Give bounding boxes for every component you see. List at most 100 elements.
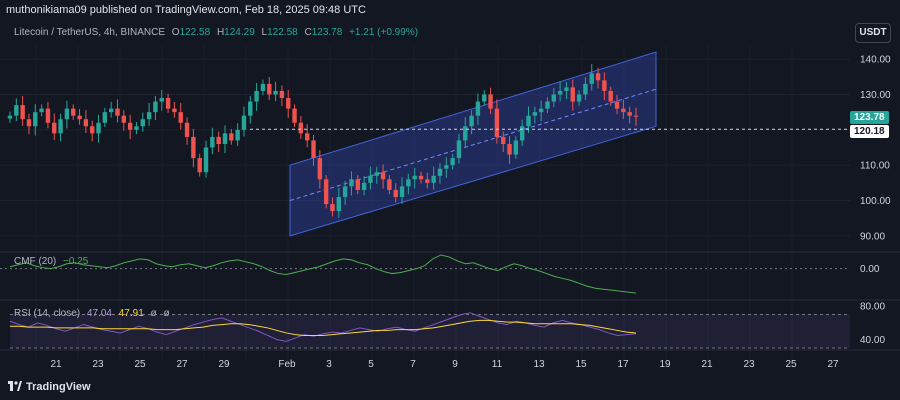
time-axis-label: 23 xyxy=(743,359,755,370)
time-axis-label: 21 xyxy=(50,359,62,370)
rsi-label: RSI (14, close) xyxy=(14,308,81,319)
price-axis[interactable]: 140.00 130.00 110.00 100.00 90.00 xyxy=(860,55,891,243)
time-axis-label: 5 xyxy=(368,359,374,370)
candle-body xyxy=(248,101,253,116)
currency-button[interactable]: USDT xyxy=(855,23,891,43)
candle-body xyxy=(570,87,575,102)
time-axis[interactable]: 21 23 25 27 29 Feb 3 5 7 9 11 13 15 17 19 21 23 25 27 xyxy=(50,359,839,370)
high-label: H xyxy=(216,27,225,38)
candle-body xyxy=(286,98,291,109)
candle-body xyxy=(374,172,379,176)
price-axis-label: 140.00 xyxy=(860,55,891,66)
symbol-legend: Litecoin / TetherUS, 4h, BINANCE O122.58… xyxy=(14,27,418,38)
candle-body xyxy=(317,158,323,180)
rsi-extra-1: ø xyxy=(150,308,157,319)
publisher-line: muthonikiama09 published on TradingView.… xyxy=(6,4,366,16)
candle-body xyxy=(330,204,335,212)
cmf-legend[interactable]: CMF (20) −0.25 xyxy=(14,256,88,267)
footer-brand: TradingView xyxy=(26,381,91,393)
time-axis-label: 17 xyxy=(617,359,629,370)
candle-body xyxy=(494,108,500,137)
candle-body xyxy=(77,115,82,120)
channel-area xyxy=(289,51,657,237)
candle-body xyxy=(538,108,544,113)
candlestick-series xyxy=(7,64,639,218)
candle-body xyxy=(507,143,512,155)
candle-body xyxy=(71,108,76,116)
candle-body xyxy=(513,140,519,155)
symbol-name[interactable]: Litecoin / TetherUS, 4h, BINANCE xyxy=(14,27,165,38)
candle-body xyxy=(551,94,556,102)
candle-body xyxy=(140,119,145,127)
candle-body xyxy=(475,101,481,116)
candle-body xyxy=(576,94,582,102)
candle-body xyxy=(222,133,228,144)
time-axis-label: 29 xyxy=(218,359,230,370)
tradingview-footer[interactable]: TradingView xyxy=(8,381,91,393)
low-label: L xyxy=(261,27,268,38)
candle-body xyxy=(355,179,360,190)
high-value: 124.29 xyxy=(224,27,255,38)
cmf-pane: 0.00 xyxy=(0,254,880,294)
time-axis-label: 7 xyxy=(410,359,416,370)
time-axis-label: 13 xyxy=(533,359,545,370)
candle-body xyxy=(165,98,171,109)
rsi-axis-label: 80.00 xyxy=(860,302,885,313)
price-axis-label: 100.00 xyxy=(860,196,891,207)
candle-body xyxy=(444,165,449,169)
rsi-pane: 80.00 40.00 xyxy=(9,302,885,349)
time-axis-label: 11 xyxy=(492,359,503,370)
candle-body xyxy=(608,90,613,102)
candle-body xyxy=(127,122,133,130)
candle-body xyxy=(431,175,436,183)
cmf-label: CMF (20) xyxy=(14,256,57,267)
rsi-value: 47.04 xyxy=(86,308,112,319)
candle-body xyxy=(273,90,278,95)
candle-body xyxy=(412,175,417,180)
price-axis-label: 110.00 xyxy=(860,161,890,172)
candle-body xyxy=(298,122,304,134)
line-price-tag: 120.18 xyxy=(850,125,889,138)
candle-body xyxy=(90,126,95,134)
candle-body xyxy=(210,136,215,148)
candle-body xyxy=(216,136,221,144)
time-axis-label: 25 xyxy=(785,359,797,370)
candle-body xyxy=(197,158,202,173)
time-axis-label: 3 xyxy=(326,359,332,370)
candle-body xyxy=(627,112,632,116)
candle-body xyxy=(14,105,19,116)
candle-body xyxy=(583,83,588,95)
candle-body xyxy=(368,175,373,183)
close-label: C xyxy=(304,27,312,38)
cmf-value: −0.25 xyxy=(63,256,89,267)
candle-body xyxy=(146,112,152,120)
rsi-legend[interactable]: RSI (14, close) 47.04 47.91 ø ø xyxy=(14,308,170,319)
candle-body xyxy=(323,179,329,205)
close-value: 123.78 xyxy=(311,27,343,38)
candle-body xyxy=(172,108,177,113)
price-axis-label: 90.00 xyxy=(860,231,885,242)
candle-body xyxy=(235,129,240,141)
candle-body xyxy=(342,186,348,197)
candle-body xyxy=(589,73,594,84)
candle-body xyxy=(450,158,455,166)
candle-body xyxy=(279,90,285,99)
candle-body xyxy=(83,119,89,127)
candle-body xyxy=(203,147,209,173)
candle-body xyxy=(545,101,550,109)
candle-body xyxy=(399,186,405,197)
candle-body xyxy=(614,101,620,109)
time-axis-label: 27 xyxy=(176,359,188,370)
candle-body xyxy=(311,140,316,159)
candle-body xyxy=(501,136,506,144)
candle-body xyxy=(33,112,38,127)
candle-body xyxy=(178,112,183,123)
candle-body xyxy=(595,73,601,81)
candle-body xyxy=(437,168,443,176)
candle-body xyxy=(241,115,247,130)
candle-body xyxy=(482,94,487,102)
candle-body xyxy=(64,108,70,120)
candle-body xyxy=(633,115,639,117)
cmf-axis-label: 0.00 xyxy=(860,264,880,275)
